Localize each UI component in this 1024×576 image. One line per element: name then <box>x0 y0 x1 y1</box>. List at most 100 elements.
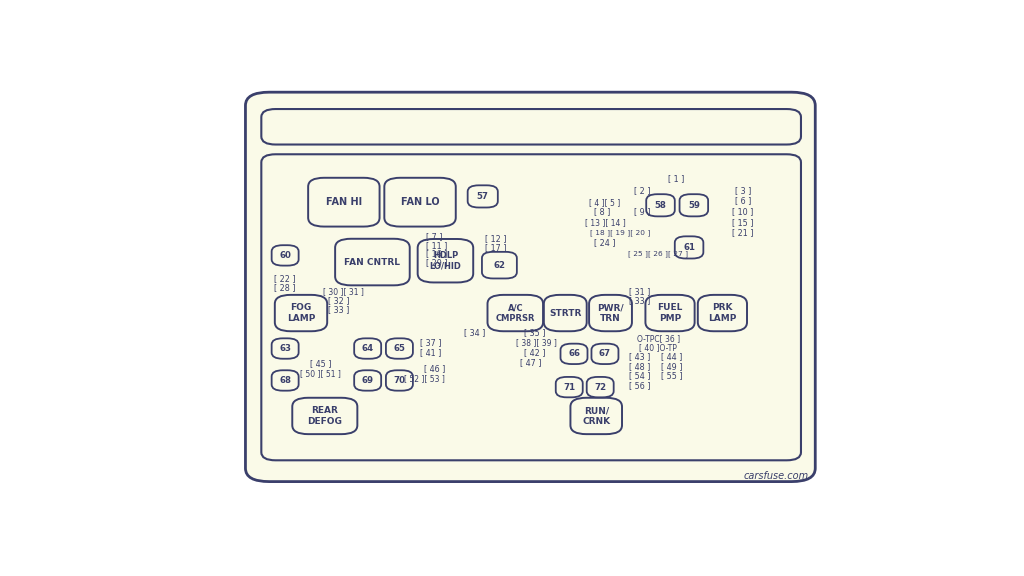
FancyBboxPatch shape <box>274 295 328 331</box>
Text: 64: 64 <box>361 344 374 353</box>
Text: [ 3 ]: [ 3 ] <box>735 185 752 195</box>
Text: [ 21 ]: [ 21 ] <box>732 228 754 237</box>
FancyBboxPatch shape <box>544 295 587 331</box>
Text: [ 38 ][ 39 ]: [ 38 ][ 39 ] <box>516 338 557 347</box>
FancyBboxPatch shape <box>386 338 413 359</box>
Text: [ 48 ]: [ 48 ] <box>629 362 650 371</box>
Text: 65: 65 <box>393 344 406 353</box>
Text: 68: 68 <box>280 376 291 385</box>
FancyBboxPatch shape <box>308 178 380 226</box>
Text: PRK
LAMP: PRK LAMP <box>709 304 736 323</box>
Text: [ 16 ]: [ 16 ] <box>426 249 446 259</box>
Text: [ 44 ]: [ 44 ] <box>660 352 682 361</box>
Text: [ 17 ]: [ 17 ] <box>485 243 507 252</box>
FancyBboxPatch shape <box>354 338 381 359</box>
Text: [ 37 ]: [ 37 ] <box>421 338 442 347</box>
FancyBboxPatch shape <box>570 398 622 434</box>
Text: 67: 67 <box>599 350 611 358</box>
Text: 70: 70 <box>393 376 406 385</box>
Text: [ 18 ][ 19 ][ 20 ]: [ 18 ][ 19 ][ 20 ] <box>590 229 650 236</box>
Text: [ 24 ]: [ 24 ] <box>594 238 615 248</box>
Text: PWR/
TRN: PWR/ TRN <box>597 304 624 323</box>
FancyBboxPatch shape <box>645 295 694 331</box>
Text: [ 50 ][ 51 ]: [ 50 ][ 51 ] <box>300 369 341 378</box>
Text: 59: 59 <box>688 201 699 210</box>
FancyBboxPatch shape <box>292 398 357 434</box>
Text: [ 30 ][ 31 ]: [ 30 ][ 31 ] <box>324 287 365 296</box>
Text: [ 55 ]: [ 55 ] <box>660 372 682 381</box>
Text: FOG
LAMP: FOG LAMP <box>287 304 315 323</box>
Text: 62: 62 <box>494 261 506 270</box>
Text: [ 6 ]: [ 6 ] <box>735 196 752 206</box>
Text: [ 4 ][ 5 ]: [ 4 ][ 5 ] <box>590 198 621 207</box>
Text: [ 54 ]: [ 54 ] <box>629 372 650 381</box>
Text: [ 43 ]: [ 43 ] <box>629 352 650 361</box>
Text: [ 29 ]: [ 29 ] <box>426 259 447 267</box>
FancyBboxPatch shape <box>675 236 703 259</box>
FancyBboxPatch shape <box>335 239 410 285</box>
Text: [ 9 ]: [ 9 ] <box>634 207 650 217</box>
Text: [ 52 ][ 53 ]: [ 52 ][ 53 ] <box>403 374 444 383</box>
Text: FAN LO: FAN LO <box>400 197 439 207</box>
Text: 66: 66 <box>568 350 580 358</box>
FancyBboxPatch shape <box>592 344 618 364</box>
Text: [ 12 ]: [ 12 ] <box>485 234 507 244</box>
Text: 61: 61 <box>683 243 695 252</box>
Text: [ 25 ][ 26 ][ 27 ]: [ 25 ][ 26 ][ 27 ] <box>628 250 688 256</box>
FancyBboxPatch shape <box>587 377 613 397</box>
Text: 63: 63 <box>280 344 291 353</box>
Text: [ 45 ]: [ 45 ] <box>310 359 332 369</box>
Text: RUN/
CRNK: RUN/ CRNK <box>583 406 610 426</box>
Text: [ 42 ]: [ 42 ] <box>523 348 545 358</box>
Text: [ 35 ]: [ 35 ] <box>524 328 546 338</box>
Text: [ 13 ][ 14 ]: [ 13 ][ 14 ] <box>585 218 626 226</box>
FancyBboxPatch shape <box>261 154 801 460</box>
Text: 58: 58 <box>654 201 667 210</box>
Text: [ 49 ]: [ 49 ] <box>660 362 682 371</box>
Text: FAN HI: FAN HI <box>326 197 361 207</box>
FancyBboxPatch shape <box>697 295 748 331</box>
Text: [ 2 ]: [ 2 ] <box>634 185 650 195</box>
Text: [ 47 ]: [ 47 ] <box>520 358 542 367</box>
Text: [ 32 ]: [ 32 ] <box>329 296 350 305</box>
Text: [ 10 ]: [ 10 ] <box>732 207 754 217</box>
FancyBboxPatch shape <box>261 109 801 145</box>
FancyBboxPatch shape <box>271 338 299 359</box>
FancyBboxPatch shape <box>646 194 675 217</box>
FancyBboxPatch shape <box>418 239 473 282</box>
FancyBboxPatch shape <box>560 344 588 364</box>
Text: REAR
DEFOG: REAR DEFOG <box>307 406 342 426</box>
Text: [ 33 ]: [ 33 ] <box>629 296 650 305</box>
Text: [ 46 ]: [ 46 ] <box>424 364 445 373</box>
Text: [ 22 ]: [ 22 ] <box>274 274 296 283</box>
FancyBboxPatch shape <box>556 377 583 397</box>
Text: [ 41 ]: [ 41 ] <box>421 348 441 358</box>
Text: FAN CNTRL: FAN CNTRL <box>344 257 400 267</box>
Text: 57: 57 <box>477 192 488 201</box>
FancyBboxPatch shape <box>271 245 299 266</box>
FancyBboxPatch shape <box>386 370 413 391</box>
FancyBboxPatch shape <box>246 92 815 482</box>
Text: 72: 72 <box>594 382 606 392</box>
Text: [ 7 ]: [ 7 ] <box>426 232 442 241</box>
Text: [ 8 ]: [ 8 ] <box>594 207 610 217</box>
Text: [ 11 ]: [ 11 ] <box>426 241 446 250</box>
Text: FUEL
PMP: FUEL PMP <box>657 304 683 323</box>
Text: [ 1 ]: [ 1 ] <box>669 175 685 184</box>
Text: 69: 69 <box>361 376 374 385</box>
FancyBboxPatch shape <box>354 370 381 391</box>
Text: [ 15 ]: [ 15 ] <box>732 218 754 226</box>
Text: STRTR: STRTR <box>549 309 582 317</box>
Text: [ 28 ]: [ 28 ] <box>274 283 296 292</box>
FancyBboxPatch shape <box>468 185 498 207</box>
FancyBboxPatch shape <box>589 295 632 331</box>
Text: [ 33 ]: [ 33 ] <box>329 305 350 314</box>
Text: [ 56 ]: [ 56 ] <box>629 381 650 391</box>
Text: HDLP
LO/HID: HDLP LO/HID <box>429 251 462 270</box>
FancyBboxPatch shape <box>680 194 709 217</box>
Text: 71: 71 <box>563 382 575 392</box>
FancyBboxPatch shape <box>482 252 517 278</box>
Text: [ 40 ]O-TP: [ 40 ]O-TP <box>639 343 677 352</box>
Text: A/C
CMPRSR: A/C CMPRSR <box>496 304 535 323</box>
Text: [ 31 ]: [ 31 ] <box>629 287 650 296</box>
